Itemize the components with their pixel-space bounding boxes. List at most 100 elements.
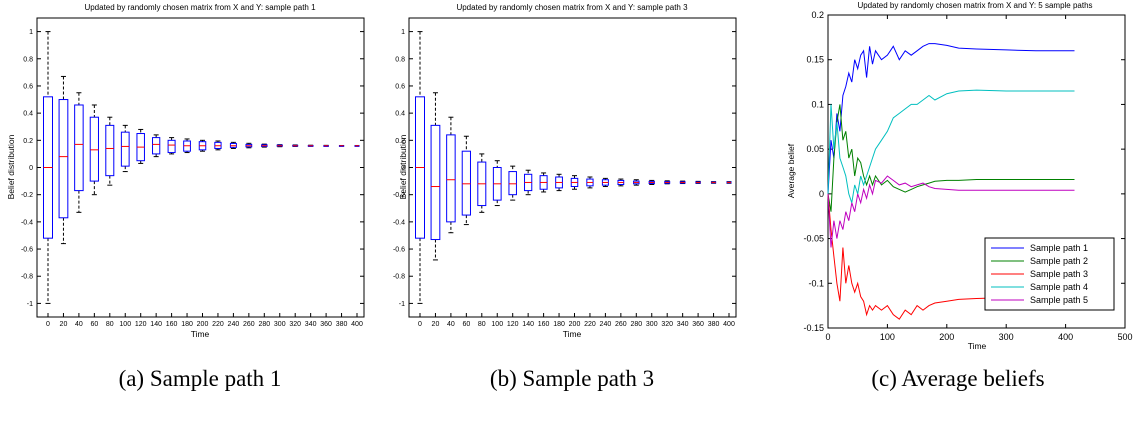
x-tick-label: 380 xyxy=(708,321,720,328)
y-tick-label: 0.6 xyxy=(23,83,33,90)
y-tick-label: 0.4 xyxy=(23,111,33,118)
box-iqr xyxy=(58,99,69,219)
x-tick-label: 180 xyxy=(553,321,565,328)
box-100 xyxy=(492,160,502,207)
x-tick-label: 100 xyxy=(491,321,503,328)
y-tick-label: 0 xyxy=(819,189,824,199)
box-200 xyxy=(570,175,579,190)
box-iqr xyxy=(430,124,441,241)
x-tick-label: 320 xyxy=(289,321,301,328)
y-tick-label: -0.8 xyxy=(21,274,33,281)
x-tick-label: 260 xyxy=(243,321,255,328)
x-tick-label: 80 xyxy=(478,321,486,328)
legend-label-5: Sample path 5 xyxy=(1030,295,1088,305)
box-340 xyxy=(679,180,686,185)
y-tick-label: 0.15 xyxy=(806,55,824,65)
y-tick-label: 0.4 xyxy=(395,111,405,118)
y-tick-label: -1 xyxy=(27,301,33,308)
chart-a-xlabel: Time xyxy=(191,329,210,339)
box-iqr xyxy=(120,131,130,167)
x-tick-label: 200 xyxy=(569,321,581,328)
x-tick-label: 400 xyxy=(351,321,363,328)
box-360 xyxy=(695,180,701,184)
chart-b: Updated by randomly chosen matrix from X… xyxy=(393,3,737,339)
y-tick-label: 0.1 xyxy=(811,99,824,109)
box-iqr xyxy=(508,171,517,196)
box-80 xyxy=(477,153,487,213)
x-tick-label: 400 xyxy=(1058,332,1073,342)
box-140 xyxy=(152,134,161,158)
y-tick-label: -0.1 xyxy=(808,278,824,288)
legend-label-2: Sample path 2 xyxy=(1030,256,1088,266)
x-tick-label: 100 xyxy=(880,332,895,342)
x-tick-label: 100 xyxy=(119,321,131,328)
x-tick-label: 0 xyxy=(46,321,50,328)
box-280 xyxy=(261,143,268,148)
chart-c-xlabel: Time xyxy=(968,341,987,351)
series-line-2 xyxy=(827,104,1075,212)
x-tick-label: 140 xyxy=(150,321,162,328)
series-line-3 xyxy=(827,193,1075,320)
box-60 xyxy=(89,104,99,196)
y-tick-label: -0.6 xyxy=(21,247,33,254)
caption-a: (a) Sample path 1 xyxy=(118,366,282,391)
box-iqr xyxy=(105,124,115,177)
legend-label-4: Sample path 4 xyxy=(1030,282,1088,292)
x-tick-label: 20 xyxy=(432,321,440,328)
chart-c-axes: 0 100 200 300 400 500 0.2 0.15 0.1 0.05 0 -0.05 -0.1… xyxy=(803,10,1132,342)
x-tick-label: 0 xyxy=(825,332,830,342)
y-tick-label: -0.6 xyxy=(393,247,405,254)
box-260 xyxy=(617,178,625,187)
chart-c-series xyxy=(827,43,1075,320)
box-40 xyxy=(446,116,456,234)
y-tick-label: 0.2 xyxy=(395,138,405,145)
box-360 xyxy=(323,144,329,147)
x-tick-label: 180 xyxy=(181,321,193,328)
y-tick-label: -0.2 xyxy=(393,192,405,199)
series-line-1 xyxy=(827,43,1075,194)
box-0 xyxy=(415,31,425,304)
chart-b-plot-frame xyxy=(408,17,737,318)
y-tick-label: -0.2 xyxy=(21,192,33,199)
box-280 xyxy=(633,179,640,186)
box-40 xyxy=(74,92,84,213)
box-iqr xyxy=(152,137,161,155)
y-tick-label: 0.2 xyxy=(23,138,33,145)
x-tick-label: 360 xyxy=(692,321,704,328)
x-tick-label: 20 xyxy=(60,321,68,328)
x-tick-label: 200 xyxy=(197,321,209,328)
box-200 xyxy=(198,139,207,152)
box-20 xyxy=(58,75,69,245)
chart-a-boxes xyxy=(43,31,360,304)
x-tick-label: 300 xyxy=(274,321,286,328)
y-tick-label: 0 xyxy=(401,165,405,172)
y-tick-label: 0.8 xyxy=(395,56,405,63)
legend-label-1: Sample path 1 xyxy=(1030,243,1088,253)
box-320 xyxy=(664,180,671,185)
chart-a: Updated by randomly chosen matrix from X… xyxy=(6,3,365,339)
x-tick-label: 340 xyxy=(305,321,317,328)
x-tick-label: 220 xyxy=(584,321,596,328)
legend-entries: Sample path 1 Sample path 2 Sample path 3 S… xyxy=(991,243,1088,305)
box-0 xyxy=(43,31,53,304)
x-tick-label: 500 xyxy=(1117,332,1132,342)
box-400 xyxy=(354,144,360,147)
box-iqr xyxy=(89,116,99,182)
box-240 xyxy=(229,141,237,149)
x-tick-label: 120 xyxy=(507,321,519,328)
chart-a-ylabel: Belief distribution xyxy=(6,134,16,199)
box-iqr xyxy=(167,139,176,154)
box-20 xyxy=(430,92,441,261)
box-60 xyxy=(461,135,471,226)
chart-c-title: Updated by randomly chosen matrix from X… xyxy=(857,1,1092,10)
box-220 xyxy=(586,176,594,189)
caption-b: (b) Sample path 3 xyxy=(489,366,655,391)
y-tick-label: -0.4 xyxy=(393,219,405,226)
x-tick-label: 0 xyxy=(418,321,422,328)
legend-label-3: Sample path 3 xyxy=(1030,269,1088,279)
box-180 xyxy=(183,138,191,154)
box-100 xyxy=(120,124,130,173)
x-tick-label: 280 xyxy=(630,321,642,328)
chart-b-axes: 1 0.8 0.6 0.4 0.2 0 -0.2 -0.4 -0.6 -0.8 -1 0 20 40 60 8… xyxy=(393,29,736,328)
